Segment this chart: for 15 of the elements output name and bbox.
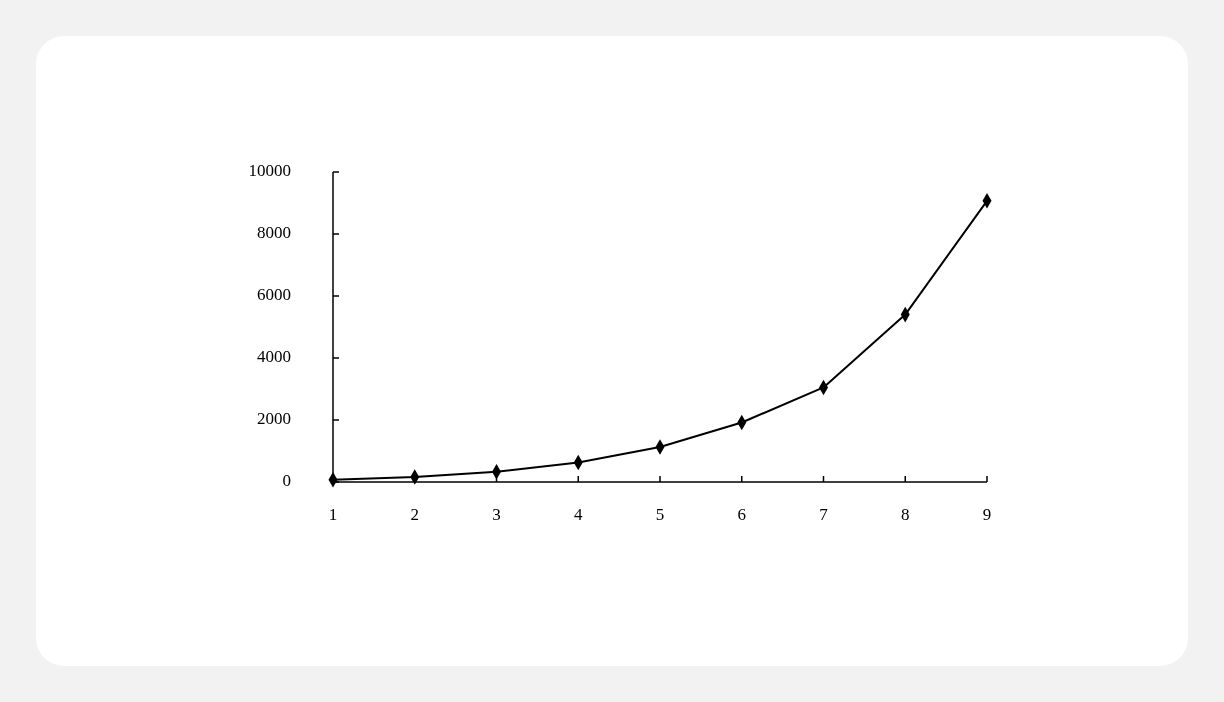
y-tick-label: 8000 [257, 222, 291, 242]
y-tick-label: 0 [282, 470, 291, 490]
y-tick-label: 2000 [257, 408, 291, 428]
x-tick-label: 9 [982, 505, 992, 524]
x-tick-label: 4 [574, 505, 583, 524]
x-tick-label: 1 [328, 505, 338, 524]
x-tick-label: 7 [819, 505, 829, 524]
y-tick-label: 10000 [248, 160, 291, 180]
y-tick-label: 6000 [257, 284, 291, 304]
x-tick-label: 5 [655, 505, 665, 524]
x-tick-label: 2 [410, 505, 419, 524]
y-tick-label: 4000 [257, 346, 291, 366]
x-tick-label: 8 [901, 505, 910, 524]
x-tick-label: 6 [737, 505, 746, 524]
x-tick-label: 3 [492, 505, 501, 524]
